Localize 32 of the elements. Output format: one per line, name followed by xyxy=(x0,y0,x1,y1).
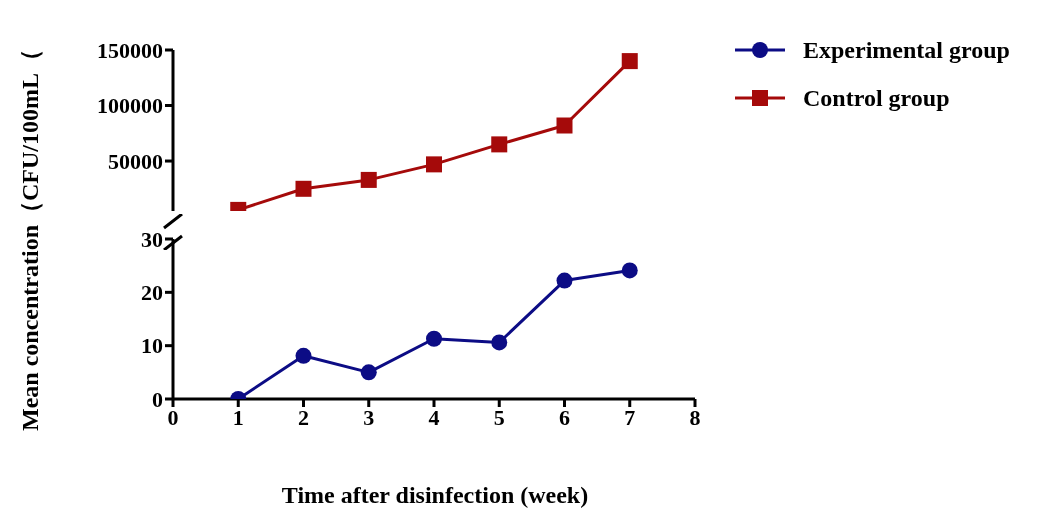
y-tick-label: 0 xyxy=(152,386,163,412)
y-tick-label: 50000 xyxy=(108,148,163,174)
y-tick-label: 10 xyxy=(141,333,163,359)
point xyxy=(295,180,312,197)
point xyxy=(556,117,573,134)
x-tick-label: 4 xyxy=(428,404,440,430)
y-axis-title: Mean concentration（CFU/100mL（ xyxy=(16,49,44,431)
y-tick-label: 100000 xyxy=(97,93,163,119)
point xyxy=(556,272,573,289)
x-tick-label: 1 xyxy=(232,404,244,430)
point xyxy=(491,334,508,351)
x-tick-label: 7 xyxy=(624,404,636,430)
point xyxy=(426,330,442,347)
x-tick-label: 3 xyxy=(363,404,375,430)
legend-label: Control group xyxy=(803,84,950,112)
x-tick-label: 5 xyxy=(493,404,505,430)
point xyxy=(295,347,312,364)
y-tick-label: 20 xyxy=(141,280,163,306)
x-axis-title: Time after disinfection (week) xyxy=(281,481,589,509)
point xyxy=(621,53,638,70)
x-tick-label: 2 xyxy=(298,404,309,430)
x-tick-label: 8 xyxy=(689,404,701,430)
y-tick-label: 150000 xyxy=(97,37,163,63)
point xyxy=(360,364,377,381)
x-tick-label: 6 xyxy=(559,404,570,430)
point xyxy=(491,136,508,153)
legend-label: Experimental group xyxy=(803,36,1010,64)
y-tick-label: 30 xyxy=(141,226,163,252)
x-tick-label: 0 xyxy=(167,404,179,430)
point xyxy=(426,156,442,173)
point xyxy=(621,262,638,279)
point xyxy=(360,171,377,188)
